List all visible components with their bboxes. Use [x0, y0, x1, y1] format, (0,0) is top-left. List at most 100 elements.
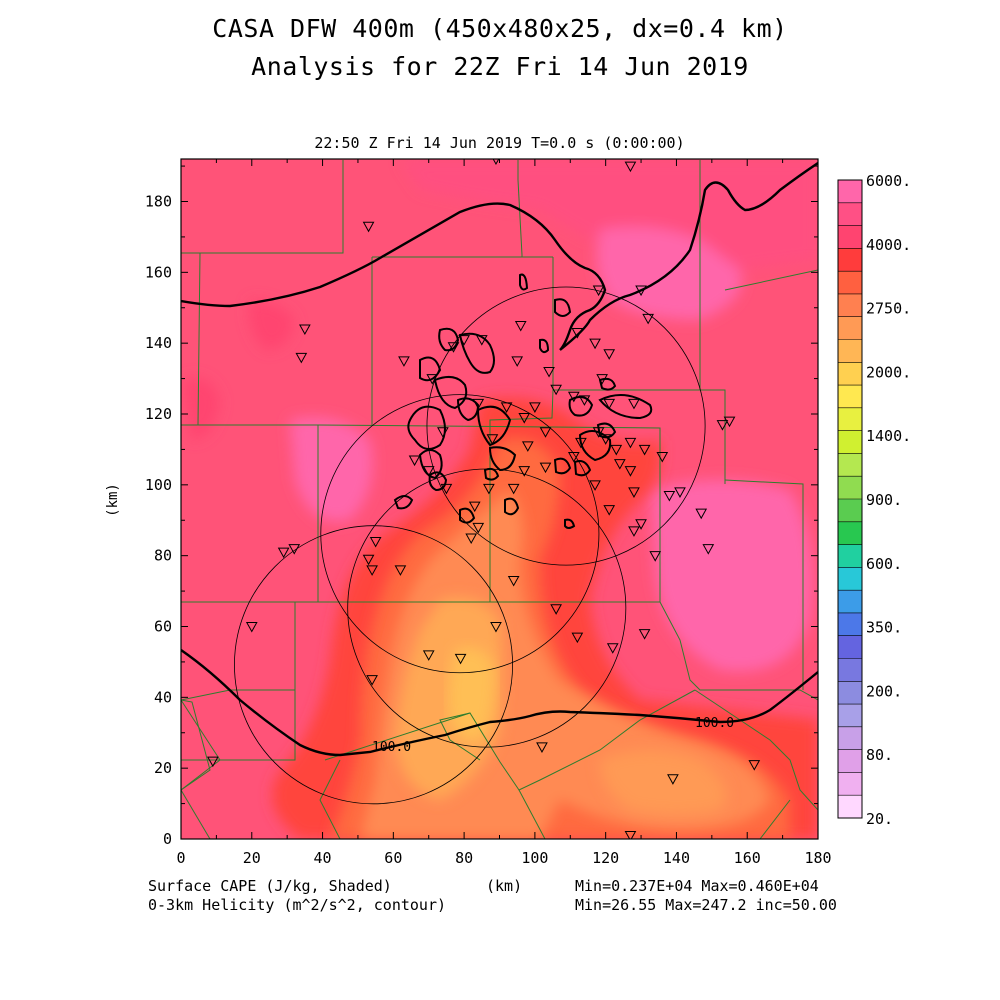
county-boundaries [181, 160, 818, 839]
station-marker [603, 349, 616, 360]
y-tick-label: 140 [145, 334, 172, 352]
station-marker [603, 505, 616, 516]
station-marker [514, 320, 527, 332]
colorbar-label: 600. [866, 555, 902, 573]
contour-labels: 100.0 100.0 [372, 716, 734, 755]
x-tick-label: 180 [804, 849, 831, 867]
station-marker [624, 437, 637, 449]
colorbar-frame [837, 179, 863, 819]
station-marker [638, 444, 651, 456]
station-marker [408, 455, 421, 467]
station-marker [486, 434, 499, 445]
colorbar-label: 2000. [866, 363, 911, 381]
colorbar-swatch [838, 362, 862, 386]
station-marker [571, 632, 584, 644]
x-tick-label: 100 [521, 849, 548, 867]
colorbar-swatch [838, 772, 862, 796]
station-marker [748, 760, 761, 771]
station-marker [500, 402, 513, 413]
colorbar-swatch [838, 499, 862, 523]
station-marker [589, 338, 601, 350]
station-marker [539, 462, 552, 474]
station-marker [642, 313, 654, 325]
station-marker [295, 352, 308, 364]
station-marker [207, 756, 219, 768]
station-marker [649, 551, 662, 562]
station-marker [723, 416, 736, 428]
station-marker [567, 452, 580, 463]
station-marker [635, 285, 647, 297]
colorbar-swatch [838, 385, 862, 409]
station-marker [592, 285, 605, 297]
station-marker [394, 565, 407, 576]
station-marker [589, 480, 601, 491]
station-marker [603, 398, 616, 410]
station-marker [468, 501, 481, 513]
y-tick-label: 160 [145, 263, 172, 281]
station-marker [398, 356, 410, 367]
colorbar-swatch [838, 544, 862, 568]
station-marker [521, 441, 534, 452]
station-marker [518, 413, 531, 424]
x-tick-label: 140 [663, 849, 690, 867]
station-marker [571, 328, 584, 339]
station-marker [507, 483, 520, 495]
colorbar-label: 4000. [866, 236, 911, 254]
station-marker [440, 483, 453, 495]
station-marker [245, 622, 258, 633]
station-marker [529, 402, 541, 413]
station-marker [366, 675, 378, 686]
colorbar-swatch [838, 316, 862, 340]
station-marker [507, 575, 520, 587]
station-marker [483, 483, 495, 495]
station-marker [656, 452, 669, 463]
colorbar-swatch [838, 681, 862, 705]
colorbar-swatch [838, 339, 862, 363]
colorbar-label: 1400. [866, 427, 911, 445]
y-tick-label: 180 [145, 193, 172, 211]
station-marker [362, 554, 375, 566]
station-marker [369, 537, 382, 548]
colorbar-swatch [838, 248, 862, 272]
station-marker [454, 653, 467, 665]
station-marker [490, 622, 502, 633]
colorbar-swatch [838, 430, 862, 454]
station-marker [426, 374, 439, 385]
colorbar-label: 20. [866, 810, 893, 828]
station-marker [550, 604, 562, 615]
station-marker [437, 427, 449, 438]
station-marker [543, 367, 555, 378]
field2-stats: Min=26.55 Max=247.2 inc=50.00 [575, 896, 837, 914]
colorbar-swatch [838, 567, 862, 591]
station-marker [277, 547, 290, 559]
y-tick-label: 100 [145, 476, 172, 494]
station-marker [475, 335, 488, 346]
station-marker [472, 398, 485, 410]
y-tick-label: 60 [154, 618, 172, 636]
colorbar-swatch [838, 225, 862, 249]
station-marker [465, 533, 478, 544]
field2-label: 0-3km Helicity (m^2/s^2, contour) [148, 896, 447, 914]
radar-ring [234, 525, 513, 805]
x-tick-label: 80 [455, 849, 473, 867]
y-tick-label: 80 [154, 547, 172, 565]
station-marker [628, 398, 640, 410]
station-marker [288, 544, 301, 555]
station-marker [299, 324, 311, 336]
colorbar-label: 6000. [866, 172, 911, 190]
station-marker [422, 650, 435, 661]
colorbar-swatch [838, 590, 862, 614]
station-marker [366, 565, 378, 576]
colorbar-label: 200. [866, 682, 902, 700]
station-marker [613, 459, 626, 470]
x-tick-label: 120 [592, 849, 619, 867]
y-tick-label: 0 [163, 830, 172, 848]
station-marker [458, 335, 470, 346]
colorbar-swatch [838, 202, 862, 227]
y-tick-label: 20 [154, 759, 172, 777]
station-marker [447, 342, 460, 353]
station-marker [362, 221, 375, 233]
station-marker [575, 437, 587, 449]
station-marker [550, 384, 562, 396]
colorbar-label: 80. [866, 746, 893, 764]
